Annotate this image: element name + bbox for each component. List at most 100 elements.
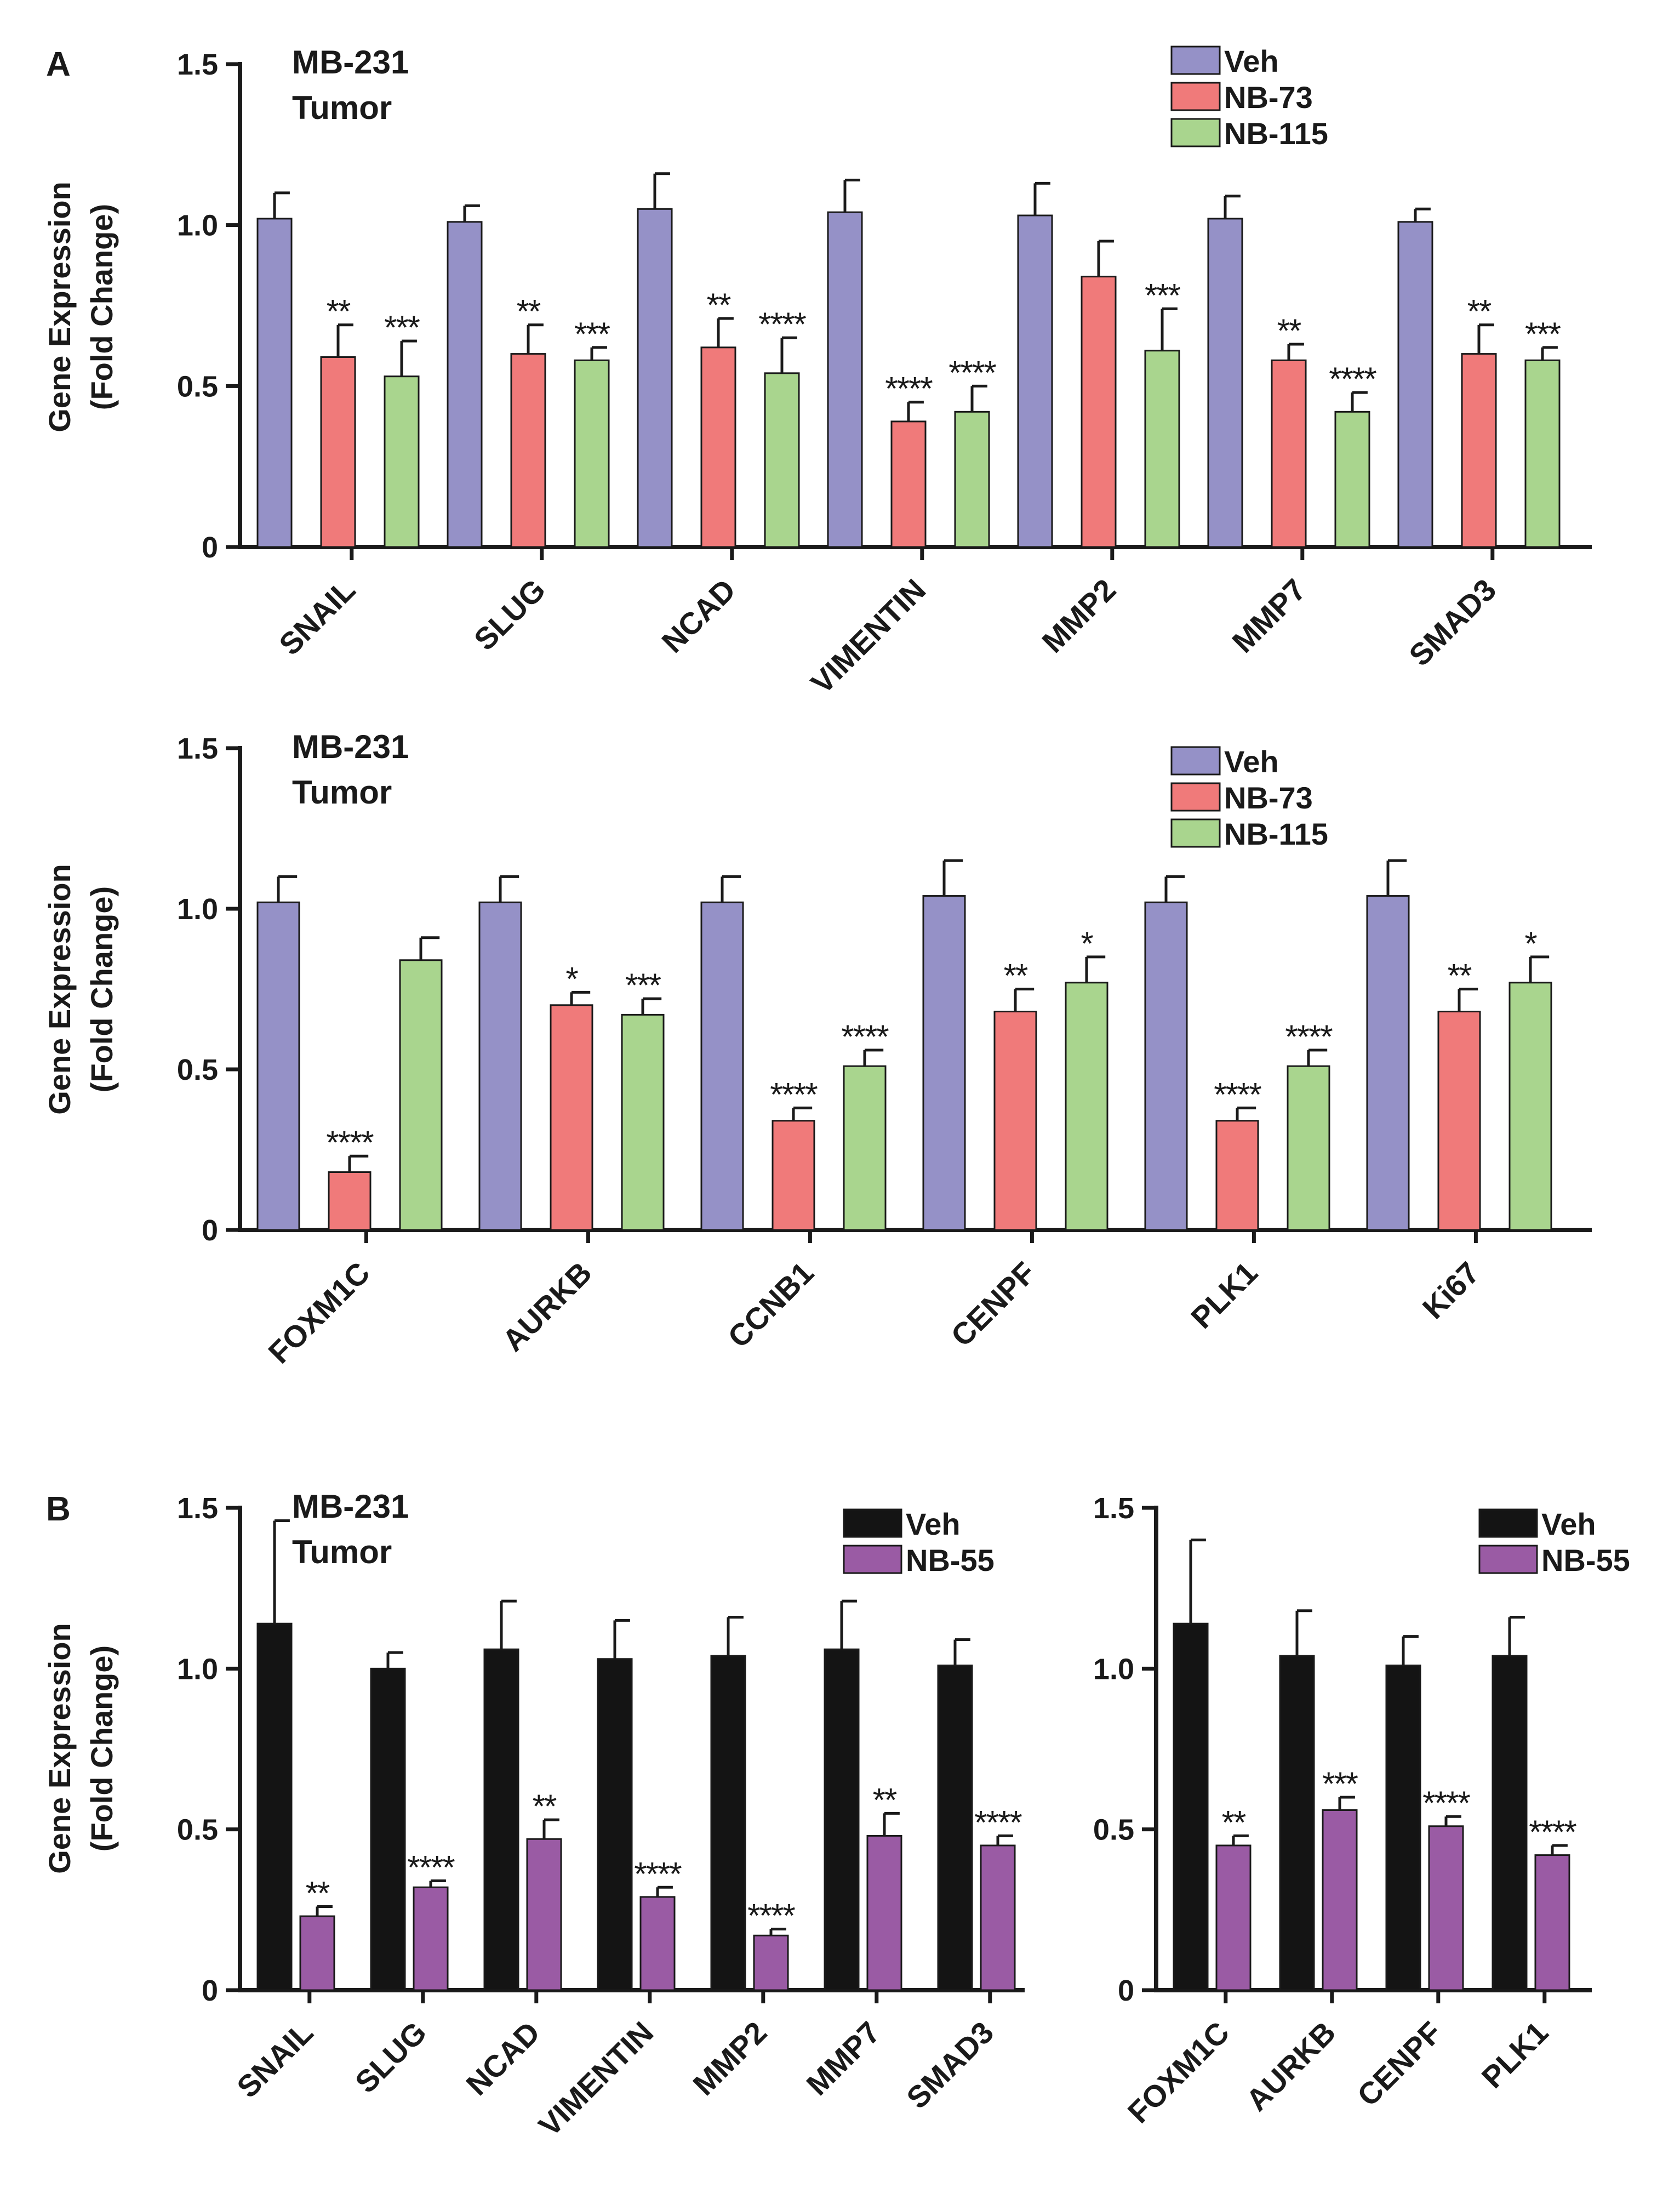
x-tick-label: MMP2 xyxy=(1035,572,1122,659)
bar-nb-55-smad3 xyxy=(980,1844,1016,1991)
bar-nb-115-cenpf xyxy=(1065,982,1108,1231)
y-axis-title: Gene Expression xyxy=(42,181,77,432)
panel-label-a: A xyxy=(46,45,71,83)
chart-annotation: MB-231 xyxy=(292,728,409,765)
significance-mark: ** xyxy=(306,1875,330,1911)
bar-nb-55-cenpf xyxy=(1428,1825,1464,1991)
significance-mark: ** xyxy=(1004,958,1028,994)
bar-veh-ncad xyxy=(637,208,673,548)
y-tick-label: 0 xyxy=(1118,1974,1134,2007)
legend-label: Veh xyxy=(1224,44,1279,78)
legend-swatch-nb-55 xyxy=(843,1545,902,1574)
bar-veh-cenpf xyxy=(922,895,966,1231)
y-axis-title: (Fold Change) xyxy=(84,204,119,410)
bar-veh-ccnb1 xyxy=(700,901,744,1231)
bar-nb-55-mmp2 xyxy=(753,1934,789,1991)
bar-nb-55-aurkb xyxy=(1322,1809,1358,1991)
legend-swatch-veh xyxy=(1478,1508,1538,1538)
x-tick-label: MMP7 xyxy=(799,2015,887,2102)
x-tick-label: FOXM1C xyxy=(1121,2015,1236,2130)
x-tick-label: VIMENTIN xyxy=(804,572,933,700)
legend-swatch-nb-73 xyxy=(1170,82,1221,111)
bar-nb-73-plk1 xyxy=(1215,1120,1259,1231)
significance-mark: **** xyxy=(326,1124,374,1161)
significance-mark: ** xyxy=(1277,312,1301,349)
x-tick-label: VIMENTIN xyxy=(532,2015,660,2143)
bar-veh-aurkb xyxy=(1279,1655,1315,1991)
legend-label: NB-55 xyxy=(906,1543,995,1577)
legend-label: Veh xyxy=(906,1507,961,1541)
bar-nb-115-foxm1c xyxy=(399,959,443,1231)
significance-mark: **** xyxy=(407,1849,455,1886)
significance-mark: *** xyxy=(1322,1765,1358,1802)
x-tick-label: SLUG xyxy=(348,2015,433,2100)
significance-mark: ** xyxy=(873,1781,897,1818)
bar-nb-73-ccnb1 xyxy=(772,1120,815,1231)
y-tick-label: 0.5 xyxy=(177,1814,218,1847)
significance-mark: ** xyxy=(1448,958,1472,994)
bar-nb-115-vimentin xyxy=(954,411,990,548)
x-tick-label: PLK1 xyxy=(1475,2015,1555,2095)
bar-nb-115-ncad xyxy=(764,372,800,548)
significance-mark: **** xyxy=(1422,1785,1470,1821)
bar-veh-mmp7 xyxy=(824,1648,860,1991)
y-axis-title: (Fold Change) xyxy=(84,1645,119,1852)
bar-nb-115-ki67 xyxy=(1508,982,1552,1231)
x-tick-label: SMAD3 xyxy=(1402,572,1502,673)
y-tick-label: 1.0 xyxy=(177,1653,218,1685)
significance-mark: **** xyxy=(1329,361,1376,397)
bar-nb-115-snail xyxy=(384,375,420,548)
x-tick-label: NCAD xyxy=(655,572,742,659)
y-tick-label: 0.5 xyxy=(177,370,218,403)
bar-veh-snail xyxy=(256,1622,293,1991)
legend-label: NB-115 xyxy=(1224,116,1328,151)
y-tick-label: 1.0 xyxy=(177,209,218,242)
significance-mark: **** xyxy=(885,371,933,407)
bar-veh-smad3 xyxy=(1397,221,1433,548)
bar-nb-115-ccnb1 xyxy=(843,1065,887,1231)
x-tick-label: CENPF xyxy=(1351,2015,1449,2113)
bar-nb-73-aurkb xyxy=(550,1004,593,1231)
bar-veh-vimentin xyxy=(827,211,863,548)
significance-mark: *** xyxy=(625,967,661,1004)
legend-label: Veh xyxy=(1541,1507,1596,1541)
bar-veh-vimentin xyxy=(597,1658,633,1991)
chart-annotation: Tumor xyxy=(292,774,392,811)
y-tick-label: 0.5 xyxy=(177,1053,218,1086)
bar-veh-snail xyxy=(256,218,293,548)
bar-veh-smad3 xyxy=(937,1664,973,1991)
bar-nb-73-ki67 xyxy=(1437,1011,1481,1231)
y-tick-label: 1.5 xyxy=(177,48,218,81)
significance-mark: **** xyxy=(770,1076,818,1113)
bar-nb-73-vimentin xyxy=(890,420,927,548)
y-tick-label: 1.0 xyxy=(177,893,218,926)
y-tick-label: 0 xyxy=(202,531,218,564)
bar-veh-ki67 xyxy=(1366,895,1410,1231)
legend-swatch-veh xyxy=(1170,746,1221,776)
significance-mark: **** xyxy=(1529,1814,1576,1850)
significance-mark: * xyxy=(565,960,578,997)
x-tick-label: MMP2 xyxy=(686,2015,773,2102)
bar-nb-73-mmp7 xyxy=(1271,359,1307,548)
bar-nb-73-slug xyxy=(510,353,546,548)
x-tick-label: CCNB1 xyxy=(721,1255,820,1354)
chart-a1: 0 0.5 1.0 1.5 Gene Expression (Fold Change) MB… xyxy=(42,44,1592,700)
bar-nb-73-ncad xyxy=(700,346,736,548)
significance-mark: **** xyxy=(747,1898,795,1934)
bar-nb-55-foxm1c xyxy=(1215,1844,1252,1991)
bar-nb-115-aurkb xyxy=(621,1013,665,1231)
bar-veh-aurkb xyxy=(478,901,522,1231)
x-tick-label: SNAIL xyxy=(272,572,362,662)
chart-annotation: MB-231 xyxy=(292,1488,409,1525)
significance-mark: *** xyxy=(1145,277,1181,314)
significance-mark: **** xyxy=(948,354,996,391)
y-axis-title: (Fold Change) xyxy=(84,886,119,1092)
x-tick-label: NCAD xyxy=(459,2015,546,2102)
y-tick-label: 1.5 xyxy=(177,1492,218,1525)
bar-nb-73-mmp2 xyxy=(1081,276,1117,548)
significance-mark: *** xyxy=(574,316,610,352)
x-tick-label: AURKB xyxy=(495,1255,598,1358)
y-tick-label: 0.5 xyxy=(1093,1814,1134,1847)
bar-nb-73-foxm1c xyxy=(328,1171,372,1231)
